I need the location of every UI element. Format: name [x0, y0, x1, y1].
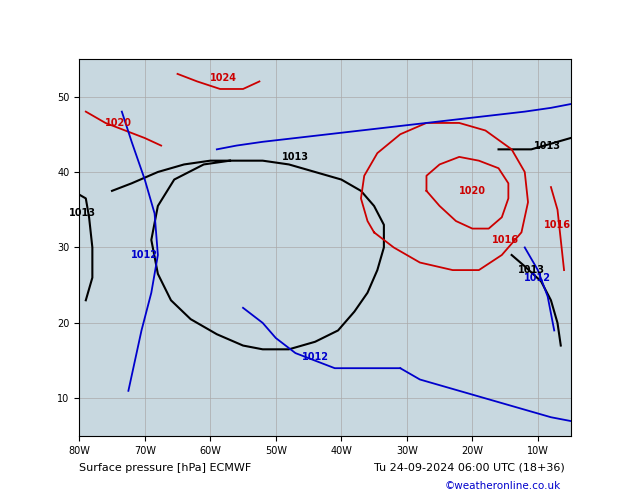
Text: Surface pressure [hPa] ECMWF: Surface pressure [hPa] ECMWF: [79, 463, 252, 472]
Text: ©weatheronline.co.uk: ©weatheronline.co.uk: [444, 481, 561, 490]
Text: 1012: 1012: [524, 272, 552, 283]
Text: 1012: 1012: [131, 250, 158, 260]
Text: 1013: 1013: [534, 141, 561, 150]
Text: 1016: 1016: [544, 220, 571, 230]
Text: 1012: 1012: [302, 352, 328, 362]
Text: Tu 24-09-2024 06:00 UTC (18+36): Tu 24-09-2024 06:00 UTC (18+36): [374, 463, 565, 472]
Text: 1013: 1013: [518, 265, 545, 275]
Text: 1020: 1020: [105, 118, 132, 128]
Text: 1020: 1020: [459, 186, 486, 196]
Text: 1013: 1013: [282, 152, 309, 162]
Text: 1024: 1024: [210, 73, 237, 83]
Text: 1016: 1016: [491, 235, 519, 245]
Text: 1013: 1013: [69, 208, 96, 219]
